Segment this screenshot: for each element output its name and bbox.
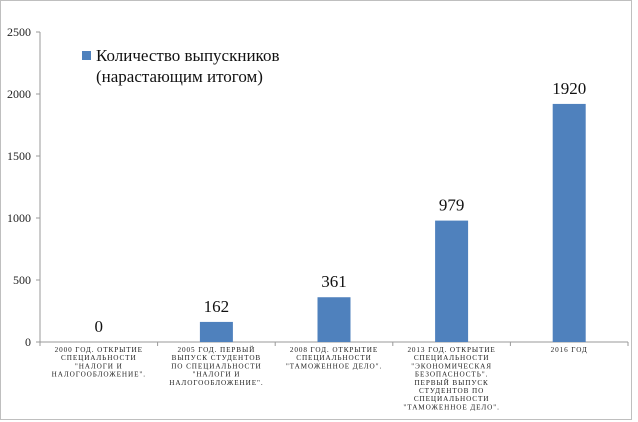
y-tick-label: 1000 (7, 211, 31, 225)
category-label-line: СПЕЦИАЛЬНОСТИ (61, 354, 137, 362)
category-label: 2013 ГОД. ОТКРЫТИЕ СПЕЦИАЛЬНОСТИ "ЭКОНОМИЧ… (403, 346, 499, 411)
category-label-line: 2005 ГОД. ПЕРВЫЙ (178, 345, 256, 354)
category-label-line: ВЫПУСК СТУДЕНТОВ (172, 354, 261, 362)
legend: Количество выпускников (нарастающим итого… (82, 46, 279, 86)
legend-label: Количество выпускников (нарастающим итого… (96, 46, 279, 86)
category-label-line: БЕЗОПАСНОСТЬ". (415, 371, 488, 379)
category-label-line: ПО СПЕЦИАЛЬНОСТИ (171, 362, 261, 370)
y-axis: 0 500 1000 1500 2000 2500 (7, 25, 41, 349)
category-label-line: 2008 ГОД. ОТКРЫТИЕ (290, 346, 378, 354)
y-tick-label: 2000 (7, 87, 31, 101)
bar (552, 103, 586, 342)
category-label-line: 2000 ГОД. ОТКРЫТИЕ (55, 346, 143, 354)
category-label-line: "НАЛОГИ И (75, 362, 123, 370)
data-label: 162 (204, 297, 230, 316)
data-label: 1920 (552, 79, 586, 98)
data-label: 979 (439, 196, 465, 215)
data-label: 0 (95, 317, 104, 336)
category-label-line: СПЕЦИАЛЬНОСТИ (296, 354, 372, 362)
category-label-line: СПЕЦИАЛЬНОСТИ (414, 395, 490, 403)
category-label: 2000 ГОД. ОТКРЫТИЕ СПЕЦИАЛЬНОСТИ "НАЛОГИ И… (52, 346, 146, 379)
category-label-line: НАЛОГООБЛОЖЕНИЕ". (52, 371, 146, 379)
category-label: 2016 ГОД (551, 346, 588, 354)
bar (199, 321, 233, 342)
y-tick-label: 1500 (7, 149, 31, 163)
category-label-line: ПЕРВЫЙ ВЫПУСК (414, 378, 488, 387)
category-labels: 2000 ГОД. ОТКРЫТИЕ СПЕЦИАЛЬНОСТИ "НАЛОГИ И… (52, 345, 588, 411)
bar (435, 220, 469, 342)
category-label-line: НАЛОГООБЛОЖЕНИЕ". (169, 379, 263, 387)
data-labels: 0 162 361 979 1920 (95, 79, 587, 336)
legend-swatch (82, 51, 91, 60)
legend-label-line: Количество выпускников (96, 46, 279, 65)
bar (317, 297, 351, 342)
legend-label-line: (нарастающим итогом) (96, 67, 263, 86)
y-tick-label: 2500 (7, 25, 31, 39)
data-label: 361 (321, 272, 347, 291)
bars (199, 103, 586, 342)
category-label: 2008 ГОД. ОТКРЫТИЕ СПЕЦИАЛЬНОСТИ "ТАМОЖЕНН… (286, 346, 382, 370)
category-label-line: "ТАМОЖЕННОЕ ДЕЛО". (286, 362, 382, 370)
category-label: 2005 ГОД. ПЕРВЫЙ ВЫПУСК СТУДЕНТОВ ПО СПЕЦИ… (169, 345, 263, 387)
category-label-line: 2013 ГОД. ОТКРЫТИЕ (407, 346, 495, 354)
category-label-line: СТУДЕНТОВ ПО (419, 387, 484, 395)
category-label-line: "ЭКОНОМИЧЕСКАЯ (411, 362, 492, 370)
category-label-line: "НАЛОГИ И (192, 371, 240, 379)
y-tick-label: 0 (25, 335, 31, 349)
category-label-line: 2016 ГОД (551, 346, 588, 354)
category-label-line: СПЕЦИАЛЬНОСТИ (414, 354, 490, 362)
category-label-line: "ТАМОЖЕННОЕ ДЕЛО". (403, 403, 499, 411)
y-tick-label: 500 (13, 273, 31, 287)
